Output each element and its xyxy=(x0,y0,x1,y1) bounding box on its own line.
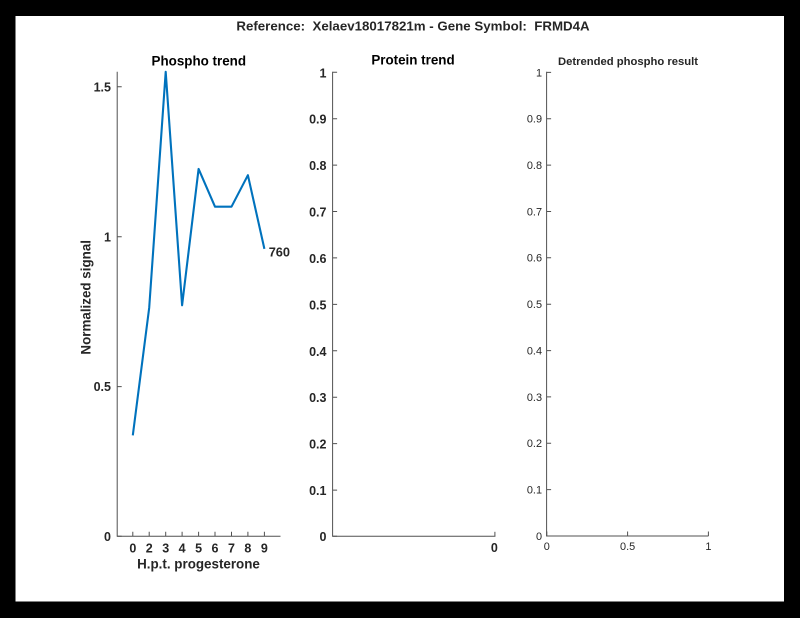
svg-text:1: 1 xyxy=(536,67,542,79)
svg-text:0.4: 0.4 xyxy=(309,345,326,359)
svg-text:9: 9 xyxy=(261,542,268,556)
svg-text:7: 7 xyxy=(228,542,235,556)
svg-text:0.6: 0.6 xyxy=(527,253,542,265)
svg-text:0.8: 0.8 xyxy=(527,160,542,172)
svg-text:0.6: 0.6 xyxy=(309,252,326,266)
svg-text:0.5: 0.5 xyxy=(94,380,111,394)
svg-text:Detrended phospho result: Detrended phospho result xyxy=(558,56,698,68)
svg-text:0.5: 0.5 xyxy=(527,299,542,311)
svg-text:Normalized signal: Normalized signal xyxy=(78,240,93,355)
svg-text:2: 2 xyxy=(146,542,153,556)
svg-text:0.2: 0.2 xyxy=(527,438,542,450)
svg-text:0.1: 0.1 xyxy=(309,484,326,498)
svg-text:0.9: 0.9 xyxy=(309,113,326,127)
svg-text:0.5: 0.5 xyxy=(620,541,635,553)
svg-text:Reference: Xelaev18017821m -: Reference: Xelaev18017821m - Gene Symbol… xyxy=(236,19,590,34)
svg-text:1: 1 xyxy=(320,66,327,80)
svg-text:0.2: 0.2 xyxy=(309,438,326,452)
svg-text:0.7: 0.7 xyxy=(309,206,326,220)
svg-text:0.1: 0.1 xyxy=(527,485,542,497)
svg-text:H.p.t. progesterone: H.p.t. progesterone xyxy=(137,557,260,572)
svg-text:0: 0 xyxy=(544,541,550,553)
svg-text:0: 0 xyxy=(320,530,327,544)
svg-text:4: 4 xyxy=(179,542,186,556)
svg-text:0.7: 0.7 xyxy=(527,206,542,218)
svg-text:Phospho trend: Phospho trend xyxy=(152,54,246,69)
svg-text:1: 1 xyxy=(104,230,111,244)
svg-text:0: 0 xyxy=(536,531,542,543)
svg-text:0.5: 0.5 xyxy=(309,298,326,312)
svg-text:8: 8 xyxy=(244,542,251,556)
svg-text:0: 0 xyxy=(491,541,498,555)
svg-text:0.9: 0.9 xyxy=(527,114,542,126)
svg-text:Protein trend: Protein trend xyxy=(371,53,454,68)
svg-text:0.8: 0.8 xyxy=(309,159,326,173)
svg-text:0: 0 xyxy=(104,530,111,544)
svg-text:1: 1 xyxy=(705,541,711,553)
svg-text:0: 0 xyxy=(129,542,136,556)
svg-text:0.4: 0.4 xyxy=(527,346,542,358)
svg-text:0.3: 0.3 xyxy=(527,392,542,404)
svg-text:6: 6 xyxy=(212,542,219,556)
svg-text:5: 5 xyxy=(195,542,202,556)
svg-text:1.5: 1.5 xyxy=(94,80,111,94)
svg-text:0.3: 0.3 xyxy=(309,391,326,405)
svg-text:3: 3 xyxy=(162,542,169,556)
svg-text:760: 760 xyxy=(269,245,290,260)
